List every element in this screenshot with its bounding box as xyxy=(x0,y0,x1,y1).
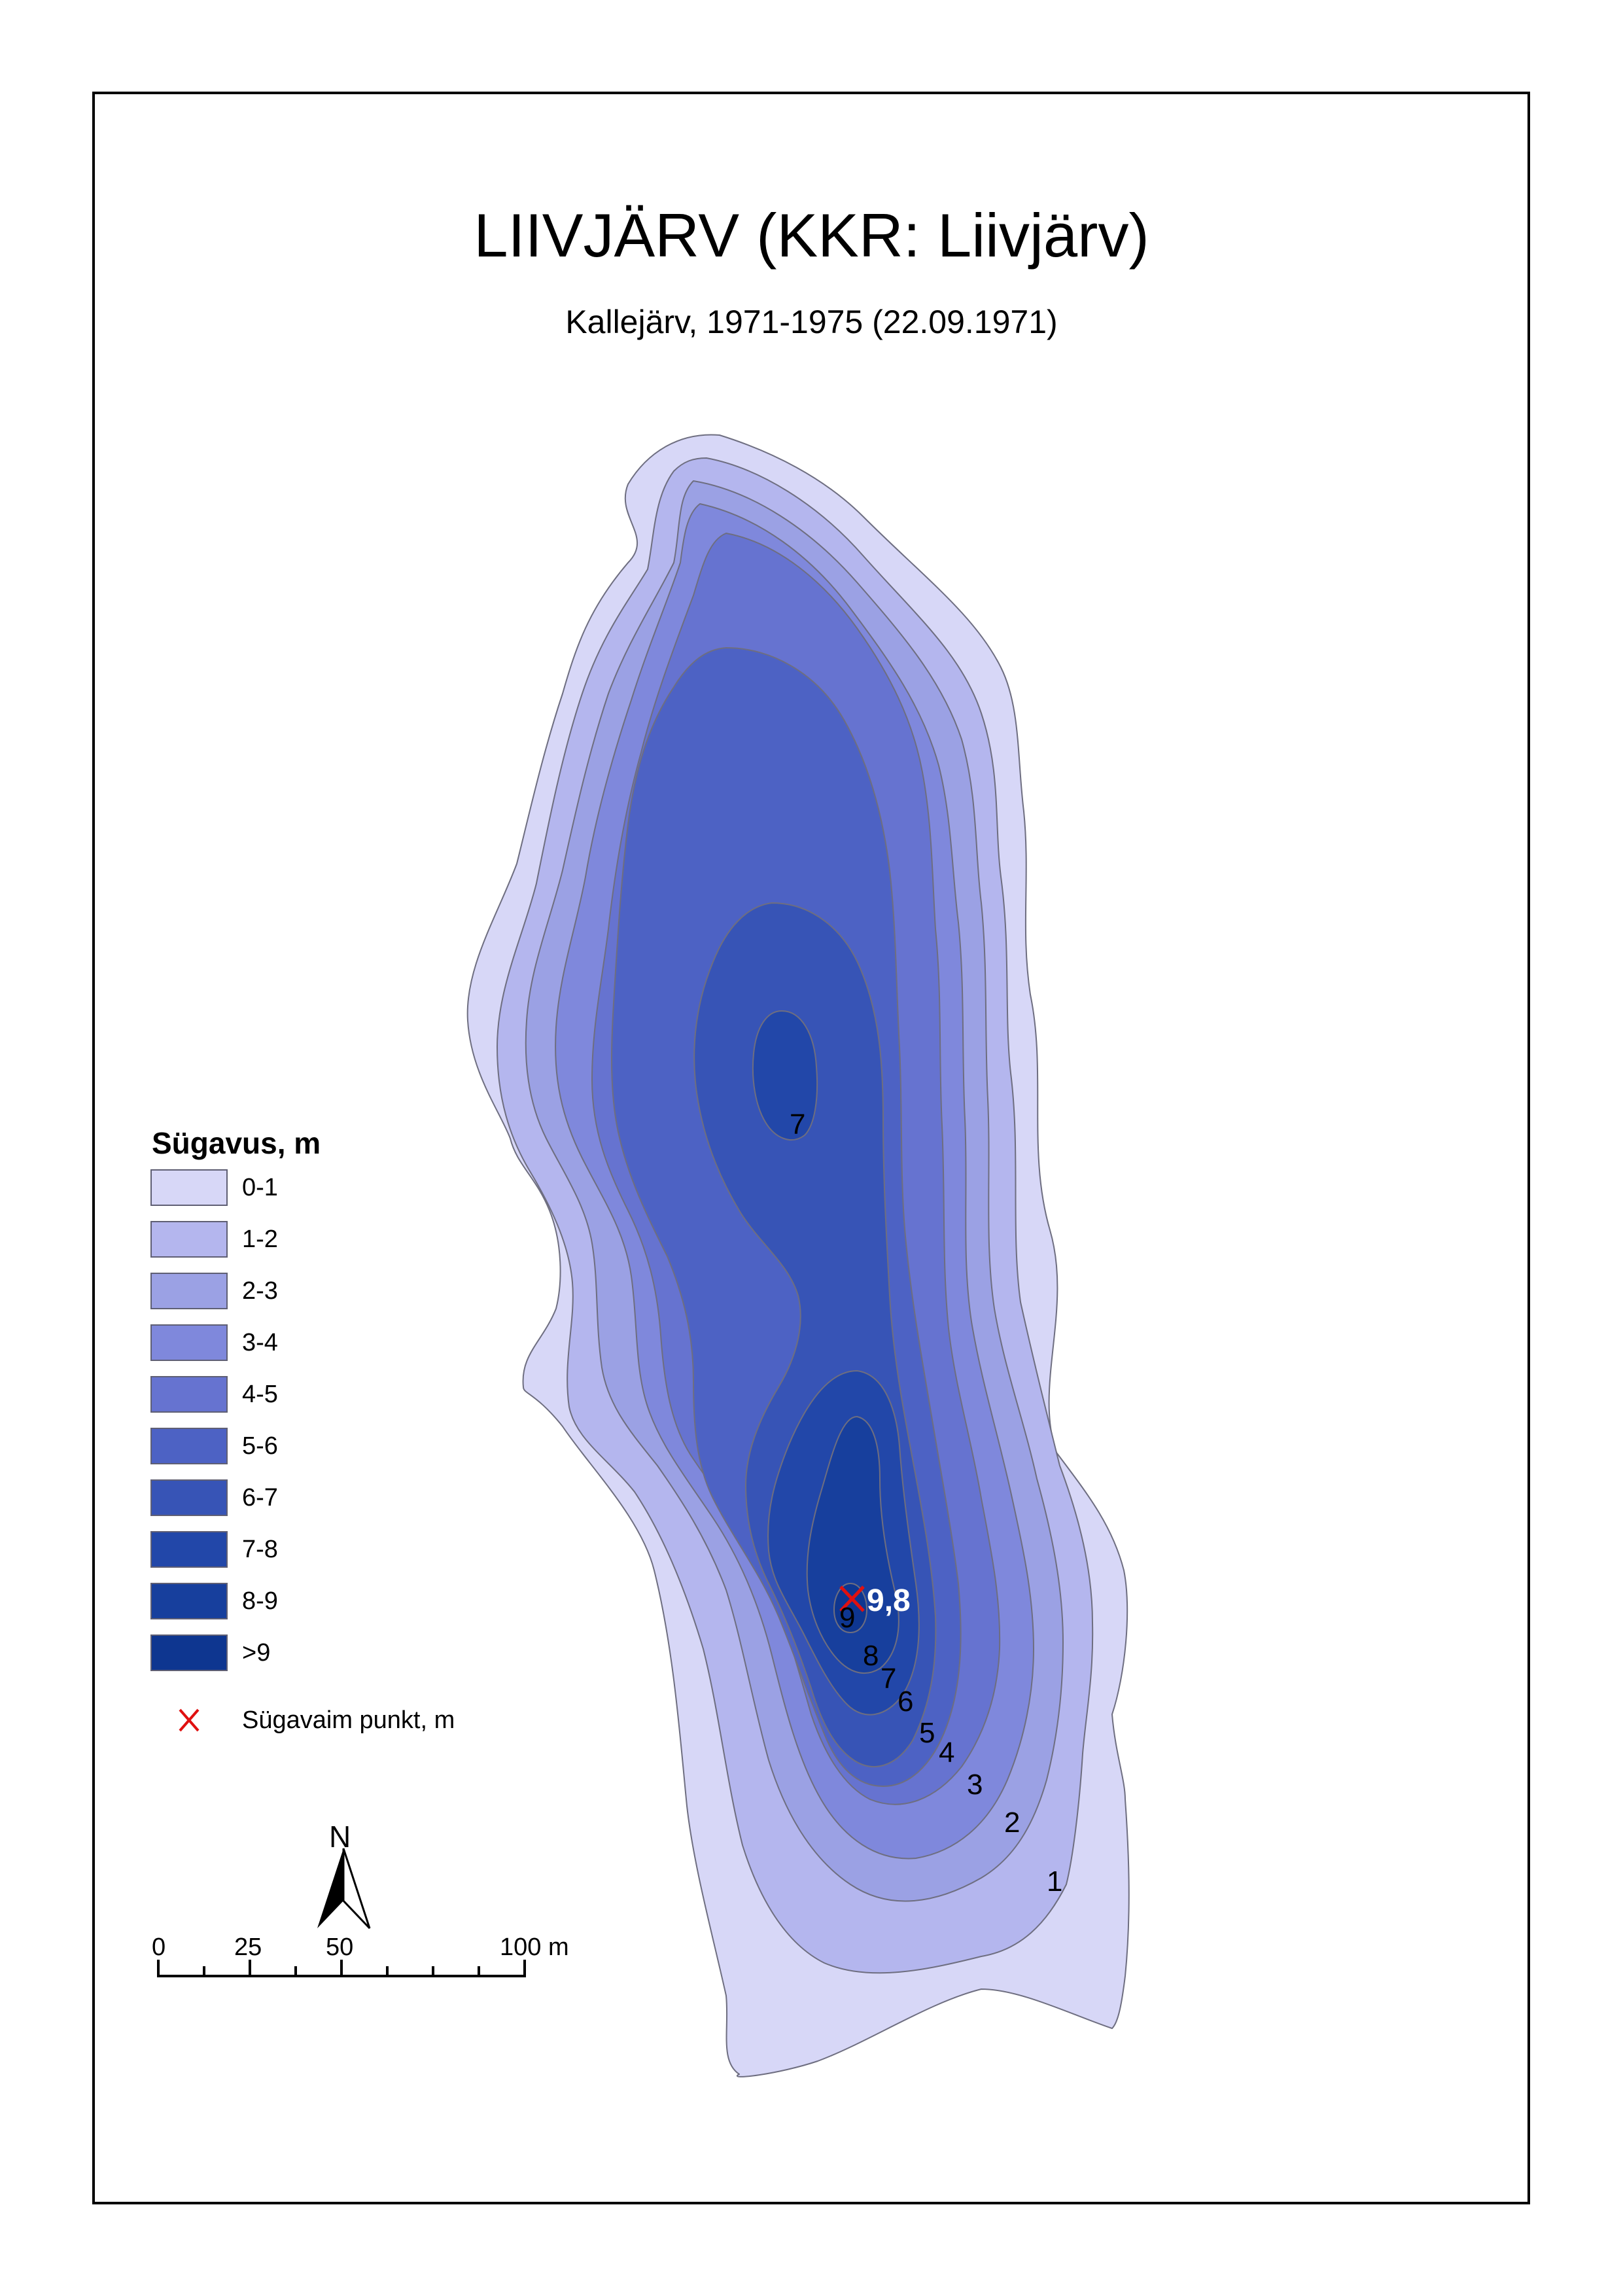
map-title: LIIVJÄRV (KKR: Liivjärv) xyxy=(474,201,1149,270)
legend-label: 8-9 xyxy=(242,1587,278,1615)
legend-label: 4-5 xyxy=(242,1380,278,1408)
scale-label-100: 100 m xyxy=(500,1934,569,1961)
legend-swatch xyxy=(150,1324,228,1361)
contour-label: 3 xyxy=(967,1769,983,1801)
scale-label-25: 25 xyxy=(234,1934,262,1961)
contour-label: 8 xyxy=(863,1640,879,1672)
legend-swatch xyxy=(150,1479,228,1516)
legend-swatch xyxy=(150,1428,228,1464)
legend-swatch xyxy=(150,1273,228,1309)
contour-label: 7 xyxy=(881,1663,896,1695)
legend-swatch xyxy=(150,1376,228,1413)
legend-label: 6-7 xyxy=(242,1483,278,1511)
deepest-point-value: 9,8 xyxy=(867,1583,911,1618)
depth-zone-7-8-north xyxy=(752,1010,818,1141)
legend-label: 2-3 xyxy=(242,1277,278,1305)
legend-label: 3-4 xyxy=(242,1328,278,1356)
contour-label: 2 xyxy=(1004,1807,1020,1839)
legend-label: 1-2 xyxy=(242,1225,278,1253)
legend-label: 5-6 xyxy=(242,1432,278,1460)
legend-item: 7-8 xyxy=(150,1530,278,1568)
legend-swatch xyxy=(150,1583,228,1619)
scale-label-50: 50 xyxy=(326,1934,354,1961)
legend-title: Sügavus, m xyxy=(152,1126,321,1160)
legend-item: 4-5 xyxy=(150,1375,278,1413)
legend-item: 5-6 xyxy=(150,1427,278,1465)
map-subtitle: Kallejärv, 1971-1975 (22.09.1971) xyxy=(565,304,1058,340)
legend-swatch xyxy=(150,1634,228,1671)
legend-item: >9 xyxy=(150,1634,270,1672)
contour-label: 1 xyxy=(1047,1865,1062,1898)
contour-label: 4 xyxy=(939,1737,954,1769)
legend-item-deepest-point: Sügavaim punkt, m xyxy=(150,1701,455,1739)
depth-zone-over-9 xyxy=(833,1583,867,1633)
depth-zone-8-9 xyxy=(806,1416,899,1674)
scale-label-0: 0 xyxy=(152,1934,166,1961)
legend-swatch xyxy=(150,1221,228,1258)
legend-swatch xyxy=(150,1169,228,1206)
legend-item: 1-2 xyxy=(150,1220,278,1258)
map-frame xyxy=(92,92,1530,2204)
north-arrow-icon xyxy=(317,1848,371,1930)
legend-label-deepest-point: Sügavaim punkt, m xyxy=(242,1706,455,1734)
legend-label: 0-1 xyxy=(242,1173,278,1201)
legend-swatch xyxy=(150,1531,228,1568)
contour-label: 9 xyxy=(839,1602,855,1634)
contour-label: 6 xyxy=(898,1686,913,1718)
deepest-point-marker xyxy=(839,1585,865,1612)
legend-item: 3-4 xyxy=(150,1324,278,1362)
legend-label: >9 xyxy=(242,1638,271,1667)
contour-label: 5 xyxy=(919,1717,935,1749)
legend-item: 8-9 xyxy=(150,1582,278,1620)
north-label: N xyxy=(329,1820,351,1854)
deepest-point-cross-icon xyxy=(150,1702,228,1739)
legend-item: 0-1 xyxy=(150,1169,278,1207)
legend-item: 2-3 xyxy=(150,1272,278,1310)
contour-label: 7 xyxy=(790,1108,805,1140)
legend-label: 7-8 xyxy=(242,1535,278,1563)
scale-bar xyxy=(157,1960,526,1977)
legend-item: 6-7 xyxy=(150,1479,278,1517)
